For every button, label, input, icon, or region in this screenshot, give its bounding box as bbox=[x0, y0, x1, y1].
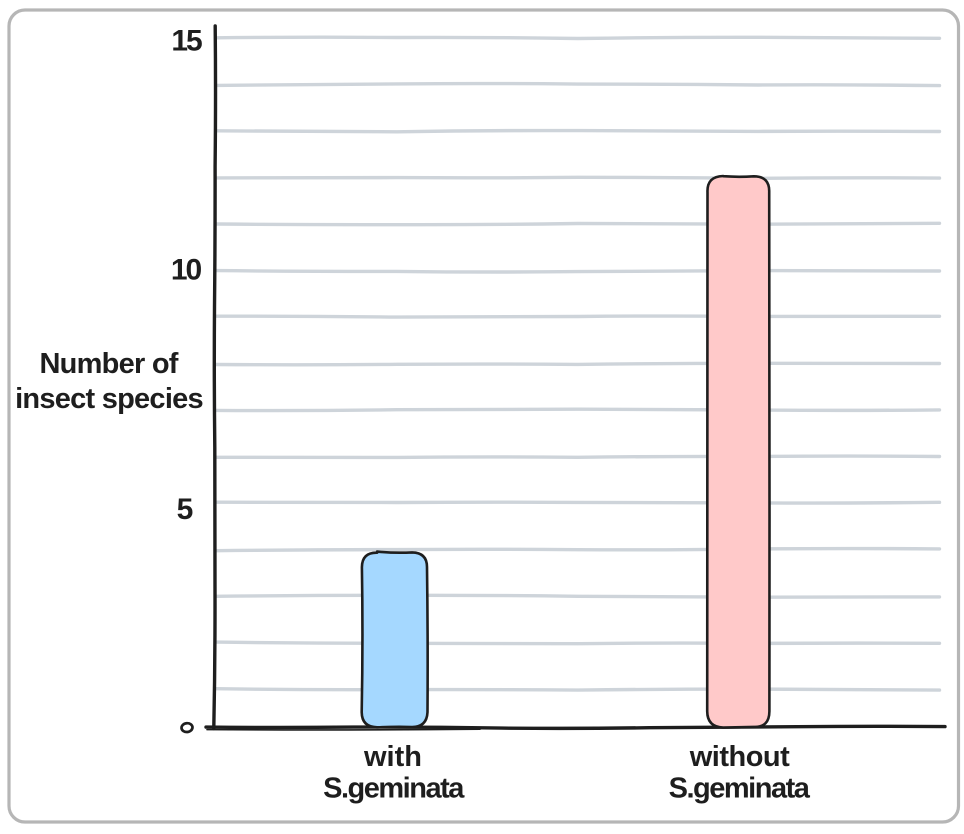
svg-text:10: 10 bbox=[171, 253, 202, 286]
svg-text:S.geminata: S.geminata bbox=[323, 773, 465, 805]
svg-text:Number of: Number of bbox=[39, 348, 178, 380]
svg-text:insect species: insect species bbox=[15, 383, 203, 415]
svg-text:S.geminata: S.geminata bbox=[669, 773, 811, 805]
svg-text:15: 15 bbox=[171, 24, 202, 57]
svg-text:with: with bbox=[363, 741, 422, 773]
svg-text:without: without bbox=[689, 741, 790, 773]
svg-text:5: 5 bbox=[177, 493, 194, 526]
